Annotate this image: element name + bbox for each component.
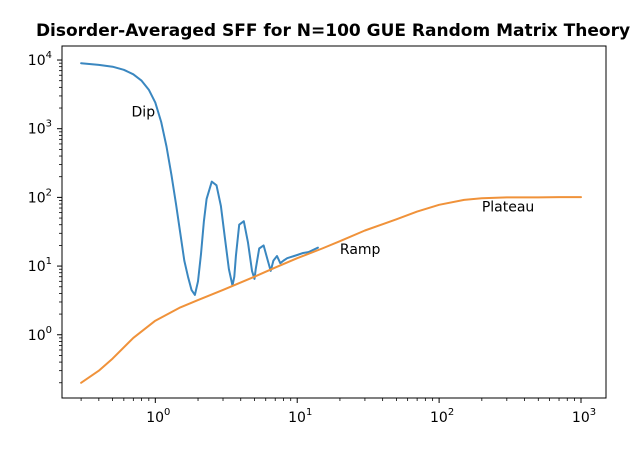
- plot-frame: [61, 45, 607, 399]
- annotation-plateau: Plateau: [482, 200, 534, 216]
- y-tick-label: 101: [28, 256, 52, 275]
- annotation-ramp: Ramp: [340, 242, 381, 258]
- x-tick-label: 101: [288, 407, 312, 426]
- x-tick-label: 103: [572, 407, 596, 426]
- y-tick-label: 104: [28, 50, 52, 69]
- x-tick-label: 102: [430, 407, 454, 426]
- y-tick-label: 103: [28, 119, 52, 138]
- series-line-1: [80, 62, 319, 296]
- series-line-2: [80, 196, 582, 384]
- x-tick-label: 100: [146, 407, 170, 426]
- y-tick-label: 100: [28, 325, 52, 344]
- annotation-dip: Dip: [132, 105, 156, 121]
- chart-title: Disorder-Averaged SFF for N=100 GUE Rand…: [36, 21, 630, 41]
- y-tick-label: 102: [28, 187, 52, 206]
